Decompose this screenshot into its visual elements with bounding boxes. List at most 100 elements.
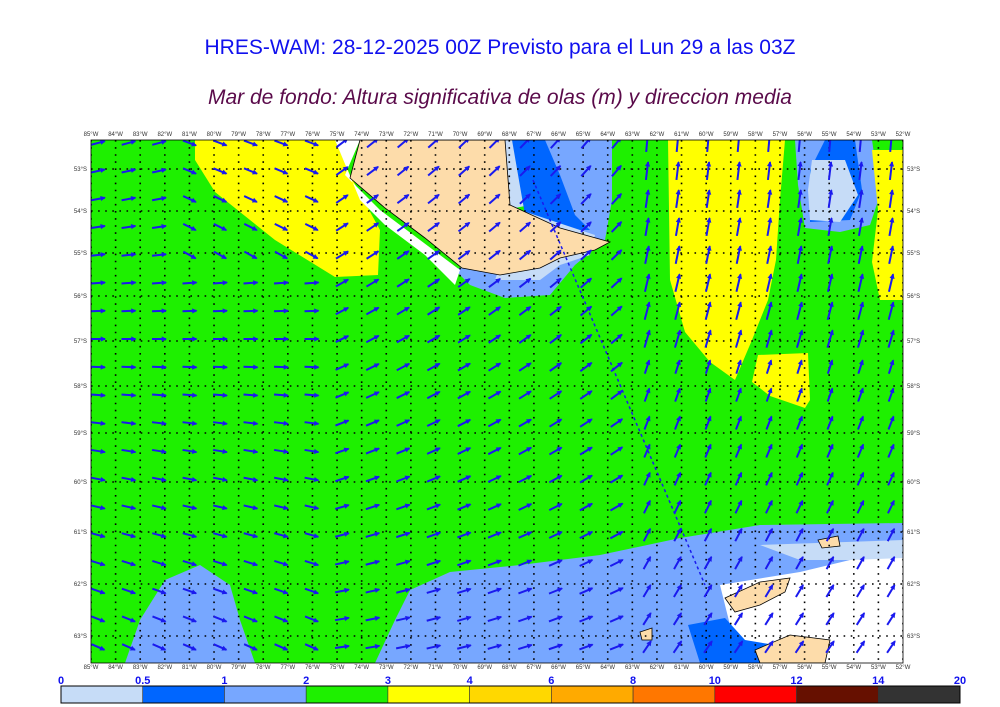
wave-arrow (579, 446, 593, 456)
wave-arrow (888, 217, 895, 237)
wave-arrow (579, 502, 594, 512)
colorbar-label: 4 (467, 675, 474, 687)
arrow-head (464, 278, 471, 284)
arrow-head (161, 448, 167, 454)
wave-arrow (396, 503, 411, 511)
wave-arrow (243, 643, 258, 651)
wave-arrow (182, 587, 198, 595)
arrow-head (556, 446, 563, 452)
arrow-head (191, 420, 198, 426)
lon-label-top: 79°W (231, 132, 246, 138)
arrow-head (403, 194, 410, 200)
arrow-head (465, 531, 472, 537)
arrow-head (707, 556, 712, 562)
colorbar-frame (60, 685, 961, 704)
lon-label-top: 73°W (379, 132, 394, 138)
wave-arrow (888, 189, 895, 209)
arrow-head (644, 161, 651, 167)
arrow-head (161, 420, 167, 426)
wave-arrow (610, 418, 624, 428)
wave-arrow (457, 193, 471, 205)
wave-arrow (487, 418, 502, 428)
field-white-coast (335, 140, 460, 285)
wave-arrow (182, 643, 197, 651)
wave-arrow (396, 165, 410, 177)
arrow-head (373, 222, 380, 228)
wave-arrow (766, 245, 773, 265)
wave-arrow (609, 530, 624, 540)
arrow-head (222, 280, 228, 286)
wave-arrow (642, 527, 652, 542)
arrow-head (191, 561, 198, 567)
arrow-head (282, 169, 289, 175)
arrow-head (314, 308, 320, 314)
wave-arrow (826, 471, 834, 486)
wave-arrow (766, 189, 773, 209)
arrow-head (100, 420, 106, 426)
arrow-head (526, 559, 533, 565)
arrow-head (858, 387, 864, 394)
arrow-head (404, 306, 410, 312)
wave-arrow (856, 443, 865, 458)
arrow-head (161, 140, 167, 145)
arrow-shaft (458, 140, 469, 149)
lon-label-top: 57°W (773, 132, 788, 138)
arrow-head (161, 364, 167, 370)
arrow-head (221, 645, 228, 651)
arrow-head (676, 640, 682, 647)
arrow-head (525, 193, 531, 200)
arrow-head (160, 589, 167, 595)
arrow-head (99, 645, 106, 651)
wave-arrow (548, 531, 563, 539)
wave-arrow (795, 329, 804, 348)
arrow-head (253, 280, 259, 286)
colorbar-swatch (877, 685, 961, 704)
wave-arrow (703, 527, 713, 542)
wave-arrow (857, 217, 864, 237)
arrow-head (706, 527, 712, 534)
arrow-head (555, 165, 562, 171)
wave-arrow (826, 443, 834, 458)
wave-arrow (610, 361, 623, 373)
arrow-head (130, 561, 137, 567)
arrow-head (373, 363, 380, 369)
wave-arrow (675, 189, 681, 209)
field-0-0.5m-south (760, 540, 903, 560)
wave-arrow (273, 420, 289, 426)
wave-arrow (734, 527, 743, 542)
wave-arrow (212, 532, 228, 539)
wave-arrow (274, 615, 289, 623)
arrow-head (737, 301, 743, 308)
arrow-head (828, 443, 834, 450)
arrow-head (282, 197, 289, 203)
lat-label-right: 62°S (907, 582, 920, 588)
arrow-head (221, 197, 228, 203)
arrow-head (404, 531, 411, 537)
wave-arrow (674, 387, 681, 402)
arrow-head (496, 615, 503, 621)
wave-arrow (243, 336, 259, 342)
wave-arrow (335, 278, 349, 288)
wave-arrow (797, 140, 801, 153)
wave-arrow (334, 559, 350, 566)
arrow-head (889, 387, 895, 394)
colorbar-label: 20 (954, 675, 966, 687)
lon-label-top: 61°W (674, 132, 689, 138)
arrow-head (767, 273, 773, 279)
wave-arrow (243, 308, 259, 314)
wave-arrow (704, 273, 712, 292)
arrow-head (373, 166, 379, 172)
arrow-head (828, 329, 834, 336)
wave-arrow (795, 556, 804, 570)
arrow-head (859, 443, 864, 450)
wave-arrow (519, 165, 531, 177)
arrow-head (798, 499, 804, 506)
wave-arrow (151, 476, 167, 483)
wave-arrow (487, 390, 502, 400)
arrow-head (767, 471, 773, 478)
wave-arrow (212, 504, 228, 511)
arrow-head (676, 527, 682, 534)
arrow-head (495, 419, 502, 424)
arrow-head (404, 503, 411, 509)
lat-label-left: 54°S (74, 209, 87, 215)
